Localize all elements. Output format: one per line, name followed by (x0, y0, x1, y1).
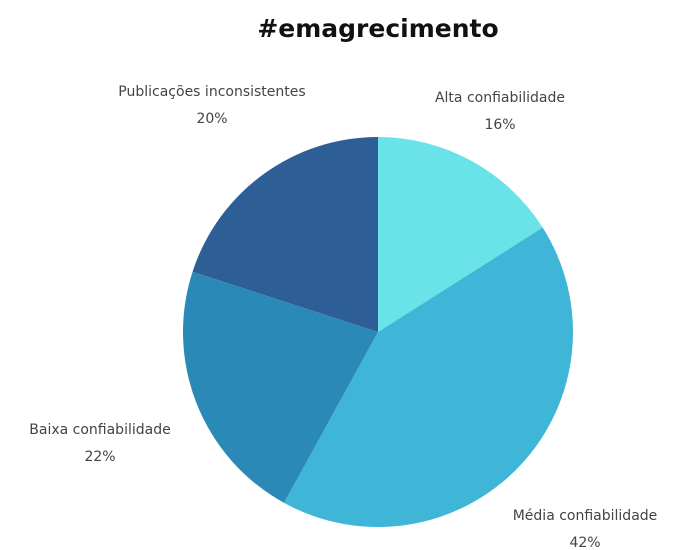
pie-slice (192, 137, 378, 332)
slice-label: Publicações inconsistentes (118, 84, 305, 100)
slice-value-label: 22% (84, 449, 115, 465)
slice-value-label: 16% (484, 117, 515, 133)
pie-slice (284, 227, 573, 527)
chart-title: #emagrecimento (257, 14, 498, 43)
slice-value-label: 42% (569, 535, 600, 550)
slice-label: Alta confiabilidade (435, 90, 565, 106)
pie-slice (182, 271, 378, 503)
slice-label: Média confiabilidade (513, 508, 658, 524)
slice-value-label: 20% (196, 111, 227, 127)
pie-slice (378, 137, 543, 332)
slice-label: Baixa confiabilidade (29, 422, 170, 438)
